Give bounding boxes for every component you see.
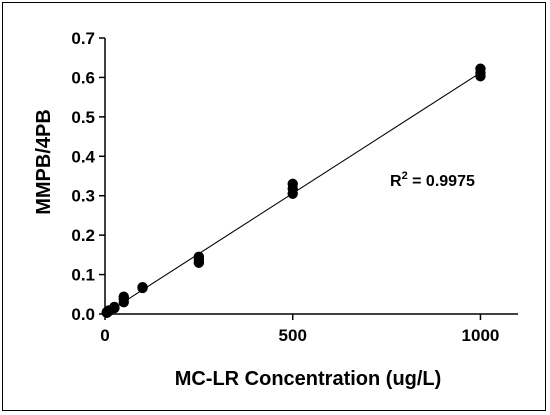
x-tick-label: 0 <box>100 326 109 345</box>
data-point <box>193 251 205 263</box>
data-point <box>118 291 129 302</box>
y-tick-label: 0.0 <box>71 305 95 324</box>
x-axis-title: MC-LR Concentration (ug/L) <box>175 368 442 390</box>
y-tick-label: 0.1 <box>71 266 95 285</box>
data-point <box>109 302 120 313</box>
r-squared-base: R <box>390 173 402 190</box>
r-squared-value: = 0.9975 <box>408 173 475 190</box>
y-tick-label: 0.2 <box>71 226 95 245</box>
axes <box>104 38 518 315</box>
y-tick-label: 0.4 <box>71 147 95 166</box>
chart-frame <box>2 2 546 411</box>
y-axis-title: MMPB/4PB <box>33 109 55 215</box>
r-squared-superscript: 2 <box>402 170 408 182</box>
data-point <box>475 63 486 74</box>
data-point <box>287 178 298 190</box>
points-group <box>101 63 486 319</box>
x-tick-label: 1000 <box>462 326 500 345</box>
data-point <box>137 281 148 293</box>
y-tick-label: 0.6 <box>71 68 95 87</box>
tick-group: 0.0 0.1 0.2 0.3 0.4 0.5 0.6 0.7 0 500 1000 <box>71 29 499 345</box>
y-tick-label: 0.5 <box>71 108 95 127</box>
y-tick-label: 0.3 <box>71 187 95 206</box>
x-tick-label: 500 <box>279 326 307 345</box>
y-tick-label: 0.7 <box>71 29 95 48</box>
r-squared-annotation: R2 = 0.9975 <box>390 170 475 190</box>
